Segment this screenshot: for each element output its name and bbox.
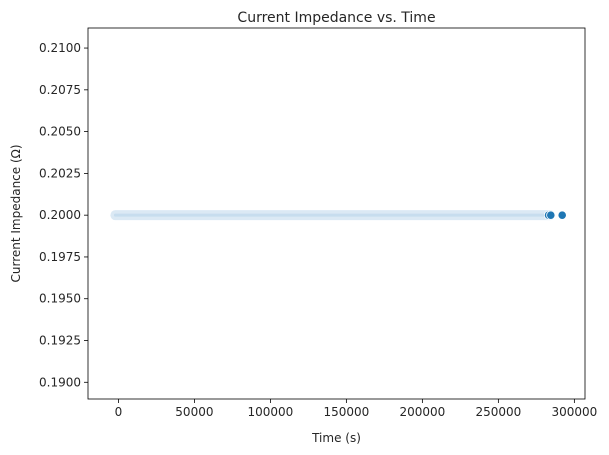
plot-frame <box>87 27 586 400</box>
data-point <box>557 210 567 220</box>
chart-title: Current Impedance vs. Time <box>237 10 435 26</box>
y-axis-label: Current Impedance (Ω) <box>9 144 23 282</box>
y-tick-label: 0.2075 <box>39 83 81 97</box>
y-tick-label: 0.1950 <box>39 292 81 306</box>
x-tick-label: 150000 <box>323 405 369 419</box>
x-tick-label: 0 <box>115 405 123 419</box>
data-points-layer <box>543 210 567 220</box>
x-tick-label: 100000 <box>247 405 293 419</box>
x-tick-label: 200000 <box>399 405 445 419</box>
x-axis: 0 50000 100000 150000 200000 250000 300000 <box>115 399 597 419</box>
x-tick-label: 250000 <box>475 405 521 419</box>
y-tick-label: 0.2025 <box>39 166 81 180</box>
x-axis-label: Time (s) <box>311 431 361 445</box>
y-tick-label: 0.2000 <box>39 208 81 222</box>
y-tick-label: 0.2050 <box>39 125 81 139</box>
y-tick-label: 0.1900 <box>39 375 81 389</box>
y-tick-label: 0.1975 <box>39 250 81 264</box>
y-tick-label: 0.2100 <box>39 41 81 55</box>
x-tick-label: 300000 <box>551 405 597 419</box>
y-axis: 0.1900 0.1925 0.1950 0.1975 0.2000 0.2025 0.20… <box>39 41 88 389</box>
y-tick-label: 0.1925 <box>39 334 81 348</box>
data-point <box>546 210 556 220</box>
x-tick-label: 50000 <box>175 405 213 419</box>
